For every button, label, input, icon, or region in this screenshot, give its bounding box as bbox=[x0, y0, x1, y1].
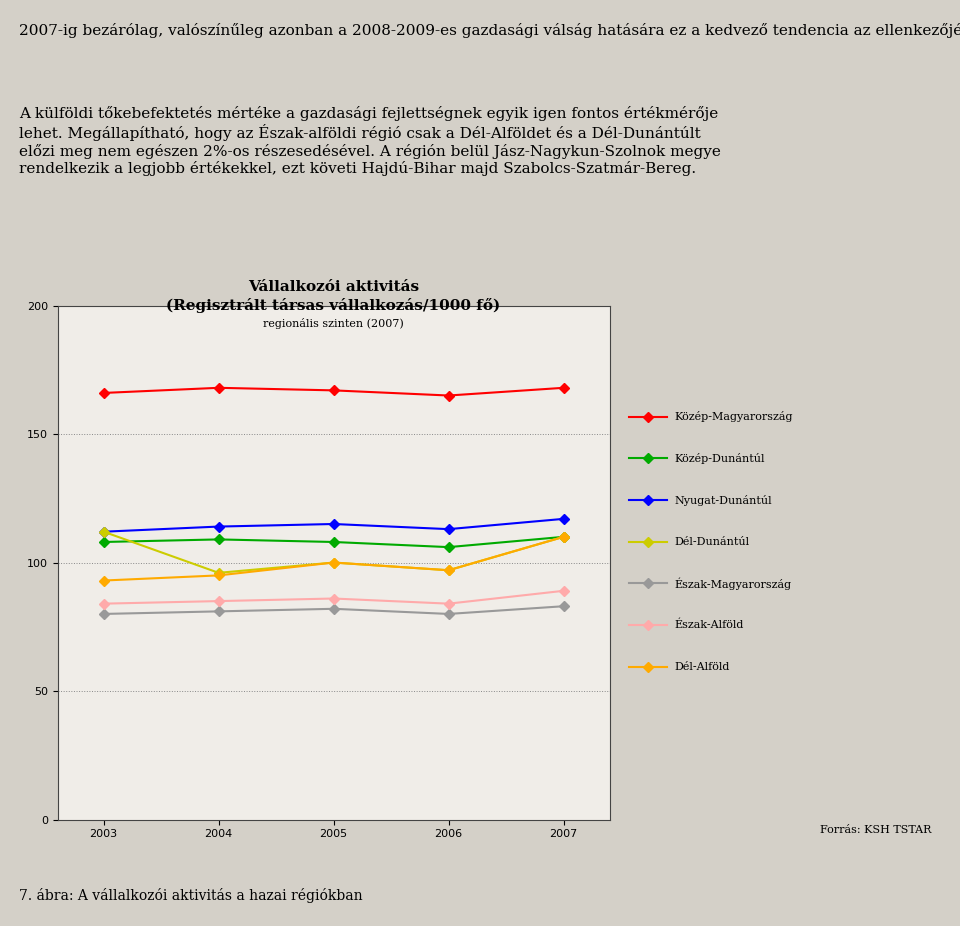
Dél-Dunántúl bbox=[443, 565, 454, 576]
Nyugat-Dunántúl bbox=[98, 526, 109, 537]
Line: Dél-Dunántúl: Dél-Dunántúl bbox=[100, 528, 567, 576]
Közép-Dunántúl bbox=[213, 534, 225, 545]
Text: Vállalkozói aktivitás: Vállalkozói aktivitás bbox=[248, 281, 420, 294]
Közép-Dunántúl bbox=[558, 532, 569, 543]
Dél-Alföld bbox=[213, 569, 225, 581]
Dél-Alföld bbox=[98, 575, 109, 586]
Line: Dél-Alföld: Dél-Alföld bbox=[100, 533, 567, 584]
Nyugat-Dunántúl bbox=[558, 513, 569, 524]
Text: Észak-Magyarország: Észak-Magyarország bbox=[675, 577, 792, 590]
Text: Dél-Dunántúl: Dél-Dunántúl bbox=[675, 537, 750, 546]
Nyugat-Dunántúl bbox=[327, 519, 339, 530]
Text: regionális szinten (2007): regionális szinten (2007) bbox=[263, 318, 404, 329]
Közép-Magyarország bbox=[213, 382, 225, 394]
Dél-Alföld bbox=[327, 557, 339, 568]
Text: (Regisztrált társas vállalkozás/1000 fő): (Regisztrált társas vállalkozás/1000 fő) bbox=[166, 298, 501, 313]
Észak-Magyarország bbox=[327, 603, 339, 614]
Text: 7. ábra: A vállalkozói aktivitás a hazai régiókban: 7. ábra: A vállalkozói aktivitás a hazai… bbox=[19, 888, 363, 903]
Text: Forrás: KSH TSTAR: Forrás: KSH TSTAR bbox=[820, 825, 931, 835]
Text: Észak-Alföld: Észak-Alföld bbox=[675, 619, 744, 631]
Észak-Alföld bbox=[98, 598, 109, 609]
Észak-Magyarország bbox=[213, 606, 225, 617]
Nyugat-Dunántúl bbox=[213, 521, 225, 532]
Észak-Alföld bbox=[443, 598, 454, 609]
Dél-Alföld bbox=[443, 565, 454, 576]
Észak-Alföld bbox=[558, 585, 569, 596]
Közép-Dunántúl bbox=[98, 536, 109, 547]
Dél-Dunántúl bbox=[327, 557, 339, 568]
Közép-Magyarország bbox=[98, 387, 109, 398]
Line: Észak-Alföld: Észak-Alföld bbox=[100, 587, 567, 607]
Közép-Dunántúl bbox=[443, 542, 454, 553]
Text: Nyugat-Dunántúl: Nyugat-Dunántúl bbox=[675, 494, 773, 506]
Észak-Alföld bbox=[213, 595, 225, 607]
Észak-Magyarország bbox=[443, 608, 454, 619]
Dél-Alföld bbox=[558, 532, 569, 543]
Nyugat-Dunántúl bbox=[443, 523, 454, 534]
Közép-Magyarország bbox=[443, 390, 454, 401]
Text: Közép-Magyarország: Közép-Magyarország bbox=[675, 411, 793, 422]
Közép-Magyarország bbox=[327, 385, 339, 396]
Dél-Dunántúl bbox=[213, 568, 225, 579]
Text: Dél-Alföld: Dél-Alföld bbox=[675, 662, 731, 671]
Line: Nyugat-Dunántúl: Nyugat-Dunántúl bbox=[100, 516, 567, 535]
Text: A külföldi tőkebefektetés mértéke a gazdasági fejlettségnek egyik igen fontos ér: A külföldi tőkebefektetés mértéke a gazd… bbox=[19, 106, 721, 176]
Text: Közép-Dunántúl: Közép-Dunántúl bbox=[675, 453, 765, 464]
Észak-Magyarország bbox=[98, 608, 109, 619]
Line: Közép-Dunántúl: Közép-Dunántúl bbox=[100, 533, 567, 551]
Észak-Alföld bbox=[327, 593, 339, 604]
Line: Észak-Magyarország: Észak-Magyarország bbox=[100, 603, 567, 618]
Közép-Magyarország bbox=[558, 382, 569, 394]
Észak-Magyarország bbox=[558, 601, 569, 612]
Text: 2007-ig bezárólag, valószínűleg azonban a 2008-2009-es gazdasági válság hatására: 2007-ig bezárólag, valószínűleg azonban … bbox=[19, 23, 960, 38]
Közép-Dunántúl bbox=[327, 536, 339, 547]
Dél-Dunántúl bbox=[98, 526, 109, 537]
Line: Közép-Magyarország: Közép-Magyarország bbox=[100, 384, 567, 399]
Dél-Dunántúl bbox=[558, 532, 569, 543]
